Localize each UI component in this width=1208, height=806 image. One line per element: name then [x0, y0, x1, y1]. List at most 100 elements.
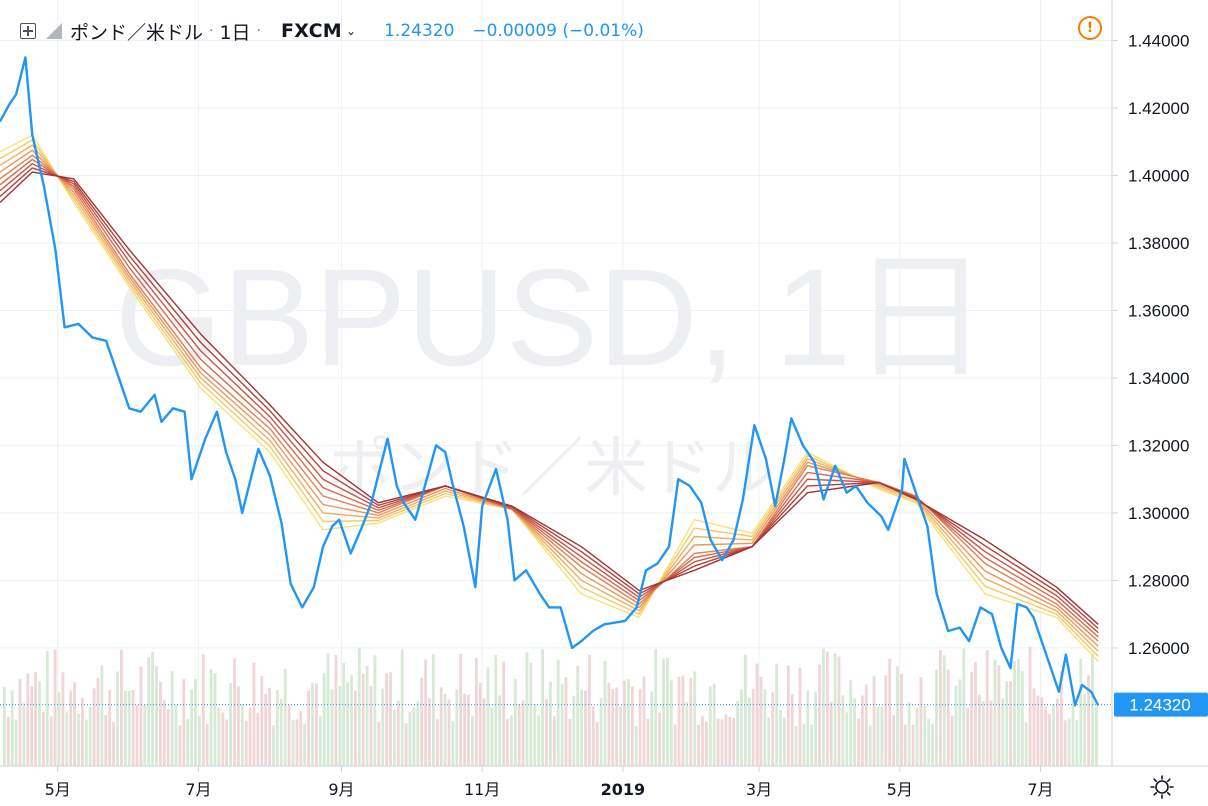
price-tick-label: 1.26000 [1128, 639, 1189, 658]
volume-bar [923, 705, 927, 766]
volume-bar [1032, 688, 1036, 766]
price-change-value: −0.00009 (−0.01%) [472, 21, 644, 41]
volume-bar [186, 718, 190, 766]
volume-bar [45, 650, 49, 766]
volume-bar [993, 659, 997, 766]
volume-bar [182, 679, 186, 766]
volume-bar [510, 715, 513, 766]
volume-bar [350, 675, 353, 766]
volume-bar [1028, 646, 1032, 766]
volume-bar [377, 721, 381, 766]
volume-bar [814, 691, 817, 766]
volume-bar [783, 717, 786, 766]
volume-bar [681, 675, 685, 766]
volume-bar [903, 724, 907, 766]
volume-bar [646, 718, 650, 766]
volume-bar [291, 719, 295, 766]
flag-icon[interactable] [46, 23, 62, 39]
volume-bar [529, 662, 533, 766]
volume-bar [198, 715, 201, 766]
volume-bar [264, 693, 268, 766]
volume-bar [272, 725, 275, 766]
legend-header: ポンド／米ドル · 1日 · FXCM ⌄ 1.24320 −0.00009 (… [20, 16, 644, 46]
volume-bar [833, 653, 837, 766]
volume-bar [338, 686, 342, 766]
volume-bar [276, 689, 279, 766]
volume-bar [77, 713, 80, 766]
gear-icon[interactable] [1149, 774, 1175, 800]
volume-bar [720, 719, 724, 766]
volume-bar [650, 691, 654, 766]
volume-bar [295, 719, 299, 766]
interval-label[interactable]: 1日 [219, 21, 251, 44]
volume-bar [225, 719, 229, 766]
volume-bar [1005, 681, 1009, 766]
volume-bar [443, 693, 447, 766]
volume-bar [342, 663, 346, 766]
volume-bar [564, 677, 568, 766]
volume-bar [217, 707, 221, 766]
symbol-description[interactable]: ポンド／米ドル [70, 21, 204, 44]
volume-bar [49, 716, 53, 766]
volume-bar [790, 694, 794, 766]
volume-bar [1059, 671, 1063, 766]
volume-bar [946, 669, 950, 766]
volume-bar [880, 706, 884, 766]
volume-bar [1063, 720, 1067, 766]
volume-bar [685, 702, 689, 766]
price-scale[interactable]: 1.44000 1.42000 1.40000 1.38000 1.36000 1.340… [1112, 31, 1189, 658]
volume-bar [669, 680, 673, 766]
volume-bar [283, 668, 287, 766]
volume-bar [100, 665, 104, 766]
volume-bar [42, 711, 45, 766]
volume-bar [907, 702, 911, 766]
price-tick-label: 1.28000 [1128, 571, 1189, 590]
last-price-value: 1.24320 [384, 21, 455, 41]
volume-bar [521, 700, 525, 766]
alert-icon[interactable]: ! [1078, 16, 1102, 40]
time-scale[interactable]: 5月 7月 9月 11月 2019 3月 5月 7月 [45, 766, 1054, 799]
volume-bar [463, 693, 466, 766]
volume-bar [970, 672, 973, 766]
volume-bar [490, 707, 494, 766]
volume-bar [868, 725, 872, 766]
volume-bar [736, 701, 739, 766]
volume-bar [728, 716, 732, 766]
volume-bar [1040, 697, 1044, 766]
volume-bar [775, 663, 778, 766]
volume-bar [143, 704, 147, 766]
volume-bar [1036, 695, 1040, 766]
volume-bar [385, 673, 388, 766]
volume-bar [506, 719, 509, 766]
volume-bar [771, 692, 775, 766]
watermark-symbol: GBPUSD, 1日 [115, 241, 989, 395]
watermark-description: ポンド／米ドル [328, 432, 776, 506]
volume-bar [533, 703, 537, 766]
volume-bar [1024, 722, 1028, 766]
volume-bar [159, 681, 162, 766]
volume-bar [260, 676, 264, 766]
volume-bar [400, 649, 404, 766]
volume-bar [84, 719, 88, 766]
chevron-down-icon[interactable]: ⌄ [346, 24, 357, 38]
volume-bar [806, 690, 810, 766]
exchange-label[interactable]: FXCM [281, 20, 343, 42]
volume-bar [560, 683, 564, 766]
volume-bar [104, 715, 108, 766]
volume-bar [779, 709, 782, 766]
volume-bar [26, 673, 30, 766]
volume-bar [170, 671, 174, 766]
volume-bar [525, 652, 529, 766]
volume-bar [369, 685, 373, 766]
volume-bar [451, 721, 455, 766]
volume-bar [767, 717, 771, 766]
volume-bar [939, 650, 942, 766]
plus-square-icon[interactable] [20, 23, 36, 39]
volume-bar [825, 651, 829, 766]
volume-bar [576, 665, 580, 766]
volume-bar [1009, 681, 1012, 766]
volume-bar [818, 664, 821, 766]
volume-bar [615, 687, 619, 766]
volume-bar [978, 694, 981, 766]
